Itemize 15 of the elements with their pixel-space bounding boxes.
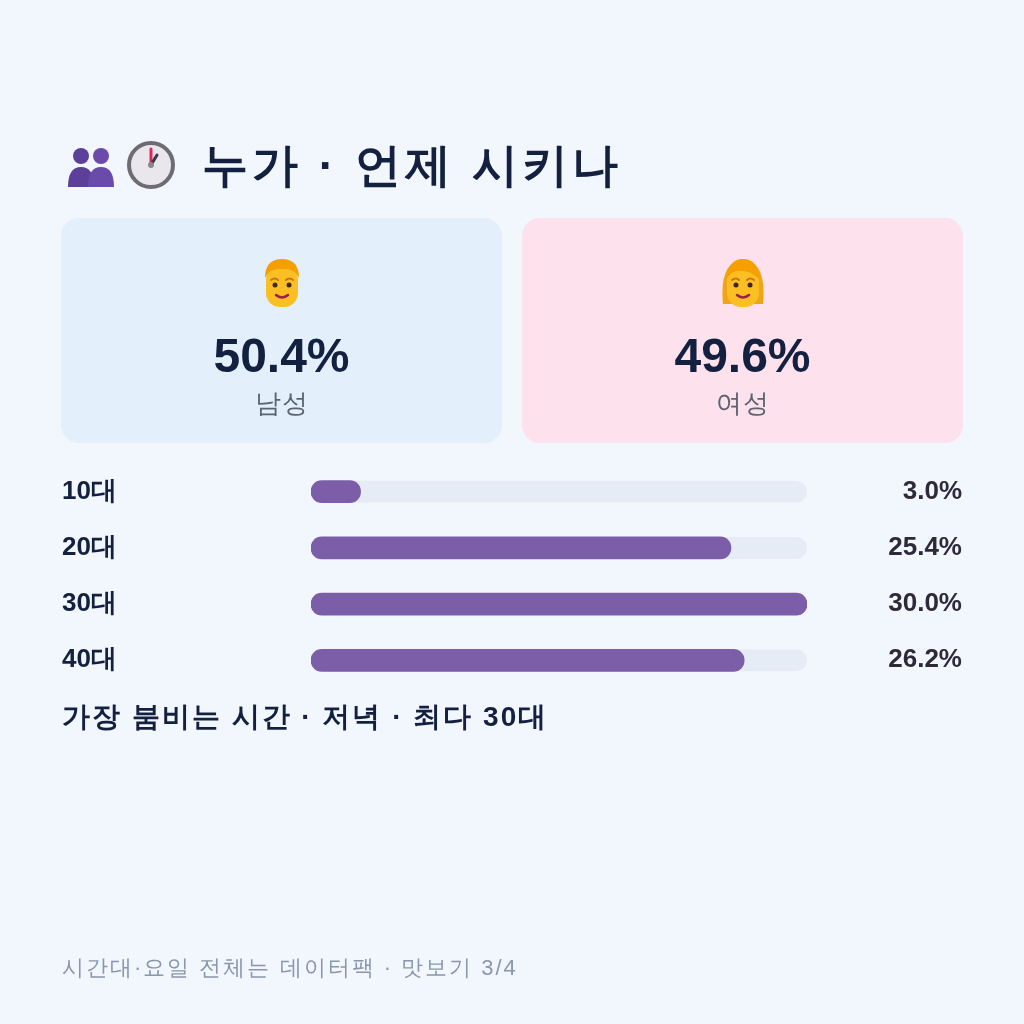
text: 가장 붐비는 시간 · 저녁 · 최다 30대 (62, 700, 549, 734)
category-label: 남성 (254, 388, 309, 418)
text: 누가 · 언제 시키나 (202, 138, 622, 193)
data-label: 26.2% (888, 643, 962, 674)
data-label: 3.0% (902, 474, 962, 505)
data-label: 30.0% (888, 587, 962, 618)
text: 49.6% (674, 329, 811, 382)
y-tick-label: 20대 (62, 531, 117, 562)
data-label: 25.4% (888, 531, 962, 562)
y-tick-label: 10대 (62, 474, 117, 505)
text: 50.4% (213, 329, 350, 382)
text: 시간대·요일 전체는 데이터팩 · 맛보기 3/4 (62, 954, 518, 982)
y-tick-label: 40대 (62, 643, 117, 674)
y-tick-label: 30대 (62, 587, 117, 618)
category-label: 여성 (715, 388, 770, 418)
